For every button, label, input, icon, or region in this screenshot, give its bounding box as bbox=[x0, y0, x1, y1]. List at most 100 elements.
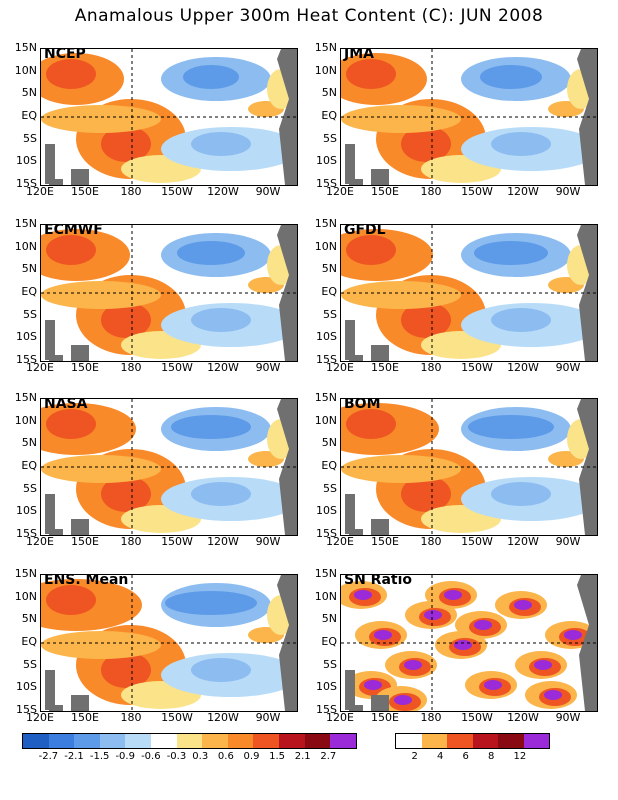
land-mask bbox=[349, 705, 363, 711]
longitude-tick-label: 180 bbox=[420, 361, 442, 374]
map-canvas bbox=[341, 225, 597, 361]
latitude-tick-label: 10S bbox=[316, 154, 337, 168]
longitude-tick-label: 180 bbox=[420, 185, 442, 198]
longitude-tick-label: 120E bbox=[26, 711, 54, 724]
snratio-region bbox=[354, 590, 372, 600]
land-mask bbox=[371, 169, 389, 185]
cold-anomaly-region bbox=[183, 65, 239, 89]
land-mask bbox=[49, 705, 63, 711]
land-mask bbox=[345, 670, 355, 710]
latitude-tick-label: 5S bbox=[323, 481, 337, 495]
map-canvas bbox=[41, 49, 297, 185]
colorbar-swatch bbox=[151, 734, 177, 748]
warm-anomaly-region bbox=[46, 235, 96, 265]
snratio-region bbox=[364, 680, 382, 690]
snratio-region bbox=[514, 600, 532, 610]
longitude-tick-label: 150E bbox=[71, 711, 99, 724]
latitude-tick-label: 15N bbox=[314, 217, 337, 230]
latitude-tick-label: 10N bbox=[14, 413, 37, 427]
longitude-tick-label: 120W bbox=[207, 535, 239, 548]
colorbar-label: -2.1 bbox=[64, 751, 84, 762]
warm-anomaly-region bbox=[101, 476, 151, 512]
longitude-tick-label: 150W bbox=[461, 711, 493, 724]
longitude-tick-label: 150W bbox=[461, 361, 493, 374]
cold-anomaly-region bbox=[480, 65, 542, 89]
longitude-tick-label: 90W bbox=[255, 185, 281, 198]
latitude-tick-label: 10S bbox=[16, 680, 37, 694]
warm-anomaly-region bbox=[101, 302, 151, 338]
longitude-tick-label: 120E bbox=[326, 535, 354, 548]
colorbar-swatch bbox=[523, 734, 549, 748]
latitude-tick-label: 5S bbox=[23, 481, 37, 495]
latitude-tick-label: 5N bbox=[21, 436, 37, 450]
cold-anomaly-region bbox=[491, 308, 551, 332]
latitude-tick-label: 5N bbox=[21, 262, 37, 276]
longitude-tick-label: 90W bbox=[255, 361, 281, 374]
latitude-tick-label: 5N bbox=[321, 262, 337, 276]
longitude-tick-label: 150W bbox=[161, 185, 193, 198]
map-canvas bbox=[341, 575, 597, 711]
latitude-tick-label: EQ bbox=[21, 635, 37, 648]
colorbar-label: -0.3 bbox=[166, 751, 187, 762]
warm-anomaly-region bbox=[41, 281, 161, 309]
longitude-tick-label: 120W bbox=[507, 361, 539, 374]
snratio-region bbox=[534, 660, 552, 670]
latitude-tick-label: EQ bbox=[21, 285, 37, 298]
warm-anomaly-region bbox=[341, 105, 461, 133]
map-canvas bbox=[41, 399, 297, 535]
colorbar-swatch bbox=[330, 734, 356, 748]
colorbar-swatch bbox=[396, 734, 422, 748]
longitude-tick-label: 150W bbox=[461, 535, 493, 548]
latitude-tick-label: 5S bbox=[323, 307, 337, 321]
longitude-tick-label: 120E bbox=[326, 711, 354, 724]
land-mask bbox=[49, 355, 63, 361]
longitude-tick-label: 150E bbox=[371, 711, 399, 724]
longitude-tick-label: 90W bbox=[555, 185, 581, 198]
latitude-tick-label: 15S bbox=[16, 177, 37, 190]
latitude-tick-label: 10N bbox=[14, 63, 37, 77]
warm-anomaly-region bbox=[401, 302, 451, 338]
latitude-tick-label: 10N bbox=[14, 239, 37, 253]
latitude-tick-label: 15N bbox=[14, 567, 37, 580]
land-mask bbox=[371, 695, 389, 711]
land-mask bbox=[345, 320, 355, 360]
colorbar-label: 2.7 bbox=[320, 751, 337, 762]
latitude-tick-label: EQ bbox=[21, 109, 37, 122]
land-mask bbox=[349, 179, 363, 185]
longitude-tick-label: 150E bbox=[371, 361, 399, 374]
panel-label: ECMWF bbox=[44, 224, 103, 238]
colorbar-label: -0.6 bbox=[141, 751, 161, 762]
latitude-tick-label: 15N bbox=[314, 41, 337, 54]
warm-anomaly-region bbox=[401, 126, 451, 162]
panel-label: BOM bbox=[344, 398, 381, 412]
warm-anomaly-region bbox=[346, 409, 396, 439]
snratio-region bbox=[374, 630, 392, 640]
latitude-tick-label: 15S bbox=[316, 177, 337, 190]
panel-label: SN Ratio bbox=[344, 574, 413, 588]
latitude-tick-label: 15S bbox=[316, 527, 337, 540]
longitude-tick-label: 120W bbox=[207, 361, 239, 374]
warm-anomaly-region bbox=[41, 455, 161, 483]
latitude-tick-label: 15S bbox=[316, 353, 337, 366]
latitude-tick-label: 10S bbox=[316, 680, 337, 694]
colorbar-label: 2.1 bbox=[294, 751, 311, 762]
snratio-region bbox=[544, 690, 562, 700]
panel-label: NASA bbox=[44, 398, 88, 412]
longitude-tick-label: 120W bbox=[207, 711, 239, 724]
map-panel: ECMWF bbox=[40, 224, 298, 362]
latitude-tick-label: 15N bbox=[314, 391, 337, 404]
land-mask bbox=[49, 179, 63, 185]
colorbar-swatch bbox=[23, 734, 49, 748]
latitude-tick-label: 10S bbox=[16, 330, 37, 344]
colorbar-label: -0.9 bbox=[115, 751, 135, 762]
colorbar-label: 4 bbox=[437, 751, 444, 762]
land-mask bbox=[71, 519, 89, 535]
latitude-tick-label: 5N bbox=[321, 436, 337, 450]
anomaly-colorbar bbox=[22, 733, 357, 749]
longitude-tick-label: 120E bbox=[326, 361, 354, 374]
snratio-region bbox=[564, 630, 582, 640]
latitude-tick-label: 5S bbox=[23, 131, 37, 145]
colorbar-swatch bbox=[202, 734, 228, 748]
figure-title: Anamalous Upper 300m Heat Content (C): J… bbox=[74, 6, 544, 26]
longitude-tick-label: 150E bbox=[71, 185, 99, 198]
